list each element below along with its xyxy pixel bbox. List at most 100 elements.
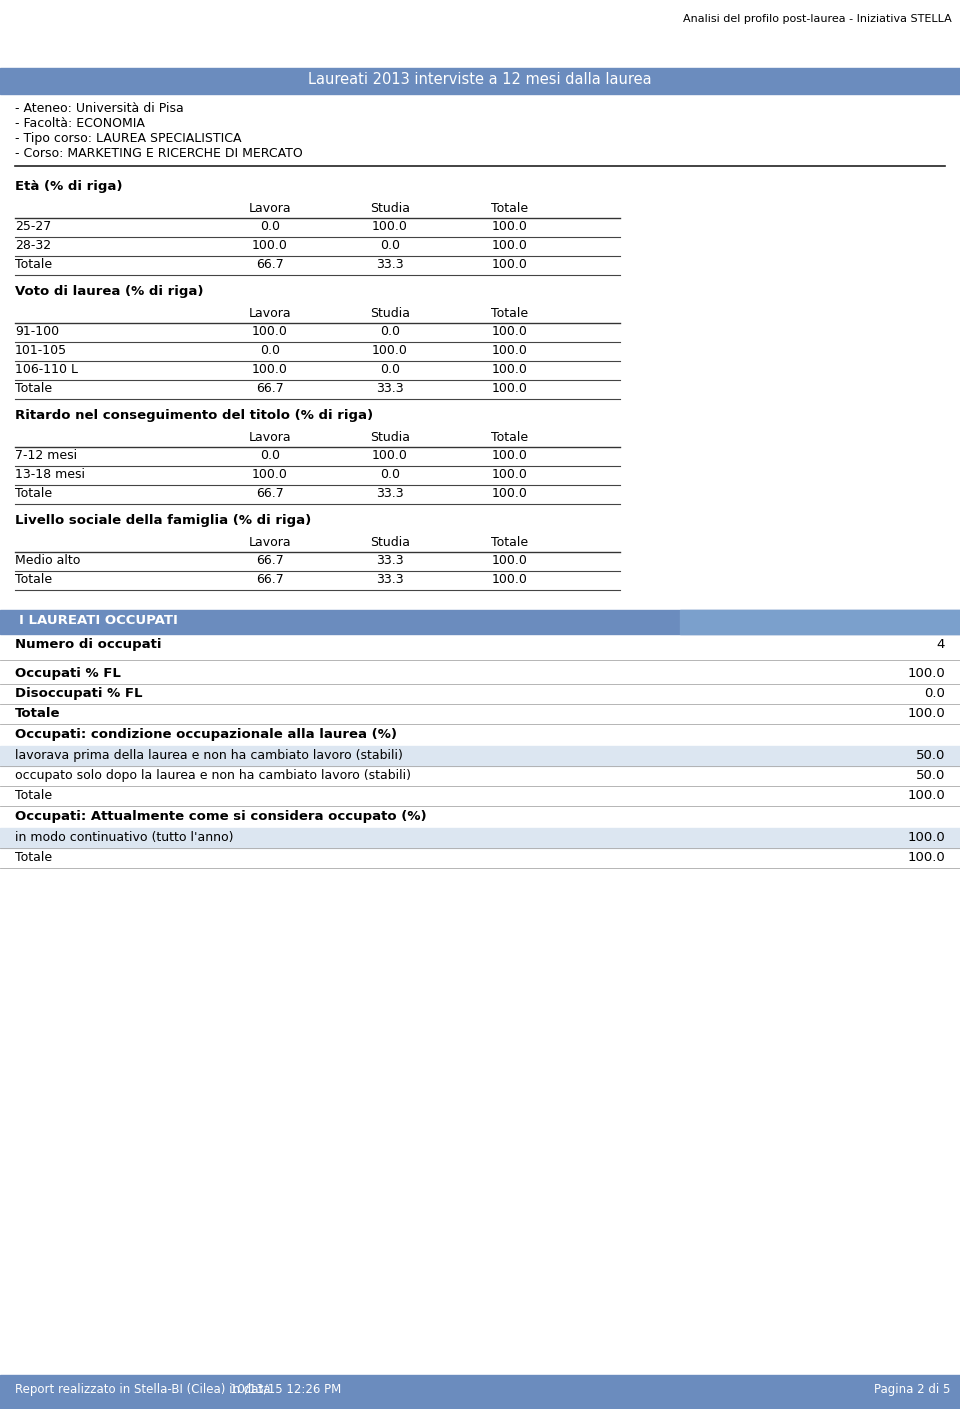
Text: 0.0: 0.0 [260,449,280,462]
Text: Lavora: Lavora [249,307,291,320]
Text: 0.0: 0.0 [380,468,400,480]
Text: 100.0: 100.0 [372,449,408,462]
Text: 4: 4 [937,638,945,651]
Text: 100.0: 100.0 [907,707,945,720]
Text: Voto di laurea (% di riga): Voto di laurea (% di riga) [15,285,204,297]
Text: 10/13/15 12:26 PM: 10/13/15 12:26 PM [230,1384,341,1396]
Text: Lavora: Lavora [249,431,291,444]
Text: 66.7: 66.7 [256,258,284,271]
Bar [0,745,960,766]
Text: I LAUREATI OCCUPATI: I LAUREATI OCCUPATI [19,614,178,627]
Text: Totale: Totale [15,789,52,802]
Text: - Ateneo: Università di Pisa: - Ateneo: Università di Pisa [15,101,183,116]
Text: Totale: Totale [15,851,52,864]
Text: Medio alto: Medio alto [15,554,81,566]
Text: 66.7: 66.7 [256,488,284,500]
Text: Occupati % FL: Occupati % FL [15,666,121,681]
Text: 0.0: 0.0 [260,344,280,356]
Text: Analisi del profilo post-laurea - Iniziativa STELLA: Analisi del profilo post-laurea - Inizia… [684,14,952,24]
Text: 100.0: 100.0 [492,554,528,566]
Text: Totale: Totale [15,488,52,500]
Text: Occupati: Attualmente come si considera occupato (%): Occupati: Attualmente come si considera … [15,810,426,823]
Text: 100.0: 100.0 [492,258,528,271]
Text: 0.0: 0.0 [380,364,400,376]
Text: 33.3: 33.3 [376,573,404,586]
Text: 25-27: 25-27 [15,220,51,232]
Text: 0.0: 0.0 [380,325,400,338]
Text: 100.0: 100.0 [492,220,528,232]
Text: 100.0: 100.0 [252,240,288,252]
Text: 101-105: 101-105 [15,344,67,356]
Text: 66.7: 66.7 [256,554,284,566]
Text: Report realizzato in Stella-BI (Cilea) in data: Report realizzato in Stella-BI (Cilea) i… [15,1384,271,1396]
Text: Totale: Totale [492,201,529,216]
Text: 0.0: 0.0 [260,220,280,232]
Bar [0,1375,960,1409]
Text: 100.0: 100.0 [492,325,528,338]
Text: 33.3: 33.3 [376,488,404,500]
Text: Lavora: Lavora [249,535,291,550]
Text: 7-12 mesi: 7-12 mesi [15,449,77,462]
Text: Occupati: condizione occupazionale alla laurea (%): Occupati: condizione occupazionale alla … [15,728,397,741]
Text: Pagina 2 di 5: Pagina 2 di 5 [874,1384,950,1396]
Text: Studia: Studia [370,307,410,320]
Text: 100.0: 100.0 [907,666,945,681]
Text: Numero di occupati: Numero di occupati [15,638,161,651]
Text: Totale: Totale [492,307,529,320]
Text: 100.0: 100.0 [492,364,528,376]
Text: Totale: Totale [492,535,529,550]
Text: Totale: Totale [15,258,52,271]
Text: 100.0: 100.0 [252,325,288,338]
Text: Studia: Studia [370,535,410,550]
Text: Disoccupati % FL: Disoccupati % FL [15,688,142,700]
Text: 100.0: 100.0 [372,220,408,232]
Text: 33.3: 33.3 [376,258,404,271]
Text: 50.0: 50.0 [916,750,945,762]
Text: 13-18 mesi: 13-18 mesi [15,468,85,480]
Text: - Corso: MARKETING E RICERCHE DI MERCATO: - Corso: MARKETING E RICERCHE DI MERCATO [15,147,302,161]
Text: Totale: Totale [15,573,52,586]
Text: lavorava prima della laurea e non ha cambiato lavoro (stabili): lavorava prima della laurea e non ha cam… [15,750,403,762]
Text: 100.0: 100.0 [492,573,528,586]
Text: Ritardo nel conseguimento del titolo (% di riga): Ritardo nel conseguimento del titolo (% … [15,409,373,423]
Text: 100.0: 100.0 [492,468,528,480]
Text: Studia: Studia [370,201,410,216]
Text: occupato solo dopo la laurea e non ha cambiato lavoro (stabili): occupato solo dopo la laurea e non ha ca… [15,769,411,782]
Text: 100.0: 100.0 [907,851,945,864]
Text: Lavora: Lavora [249,201,291,216]
Text: 0.0: 0.0 [380,240,400,252]
Text: 100.0: 100.0 [252,468,288,480]
Text: Laureati 2013 interviste a 12 mesi dalla laurea: Laureati 2013 interviste a 12 mesi dalla… [308,72,652,87]
Text: 66.7: 66.7 [256,573,284,586]
Bar [0,828,960,848]
Text: 0.0: 0.0 [924,688,945,700]
Text: 66.7: 66.7 [256,382,284,395]
Text: in modo continuativo (tutto l'anno): in modo continuativo (tutto l'anno) [15,831,233,844]
Text: - Tipo corso: LAUREA SPECIALISTICA: - Tipo corso: LAUREA SPECIALISTICA [15,132,242,145]
Text: Totale: Totale [15,707,60,720]
Text: 28-32: 28-32 [15,240,51,252]
Text: Studia: Studia [370,431,410,444]
Text: 100.0: 100.0 [492,449,528,462]
Text: 100.0: 100.0 [492,488,528,500]
Bar [680,610,960,634]
Text: 100.0: 100.0 [372,344,408,356]
Text: 106-110 L: 106-110 L [15,364,78,376]
Text: Età (% di riga): Età (% di riga) [15,180,123,193]
Text: Totale: Totale [15,382,52,395]
Text: 50.0: 50.0 [916,769,945,782]
Text: 100.0: 100.0 [492,240,528,252]
Text: 100.0: 100.0 [492,382,528,395]
Text: Livello sociale della famiglia (% di riga): Livello sociale della famiglia (% di rig… [15,514,311,527]
Text: 100.0: 100.0 [907,831,945,844]
Text: - Facoltà: ECONOMIA: - Facoltà: ECONOMIA [15,117,145,130]
Text: 33.3: 33.3 [376,382,404,395]
Text: 33.3: 33.3 [376,554,404,566]
Text: 100.0: 100.0 [907,789,945,802]
Bar [0,68,960,94]
Bar [0,610,960,634]
Text: 100.0: 100.0 [252,364,288,376]
Text: 100.0: 100.0 [492,344,528,356]
Text: 91-100: 91-100 [15,325,60,338]
Text: Totale: Totale [492,431,529,444]
